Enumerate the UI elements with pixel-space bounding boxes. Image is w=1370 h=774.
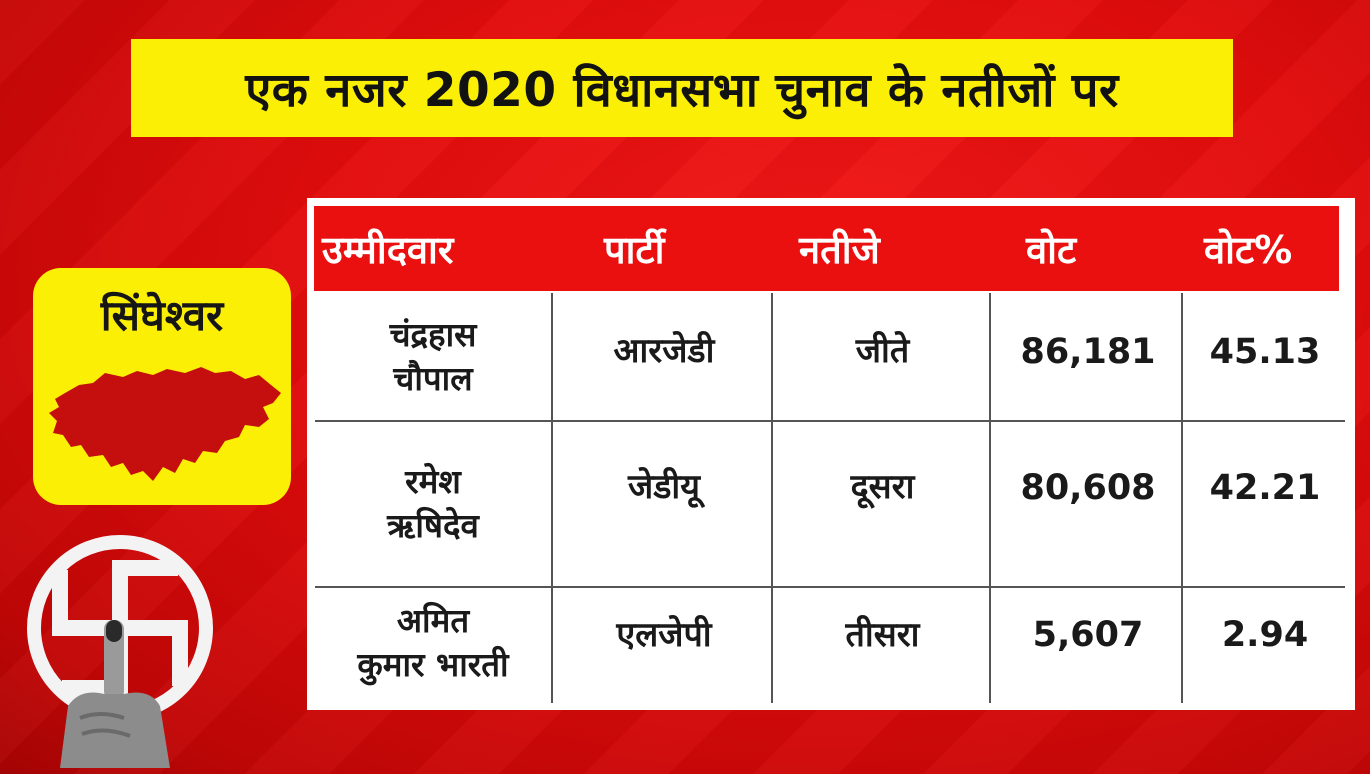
vote-percent: 45.13 <box>1209 332 1321 372</box>
column-divider <box>771 293 773 703</box>
party-name: एलजेपी <box>616 615 712 655</box>
candidate-name-line2: ऋषिदेव <box>387 506 479 545</box>
table-row: चंद्रहास चौपाल आरजेडी जीते 86,181 45.13 <box>307 294 1355 420</box>
vote-percent: 2.94 <box>1221 615 1309 655</box>
candidate-name-line2: कुमार भारती <box>357 645 509 684</box>
title-banner: एक नजर 2020 विधानसभा चुनाव के नतीजों पर <box>131 39 1233 137</box>
table-row: रमेश ऋषिदेव जेडीयू दूसरा 80,608 42.21 <box>307 422 1355 586</box>
candidate-name: रमेश ऋषिदेव <box>317 422 549 586</box>
row-divider <box>315 420 1345 422</box>
election-swastik-logo <box>27 535 213 768</box>
column-divider <box>551 293 553 703</box>
constituency-name: सिंघेश्वर <box>100 291 224 340</box>
vote-percent: 42.21 <box>1209 468 1321 508</box>
vote-count: 86,181 <box>1020 332 1156 372</box>
candidate-name-line1: चंद्रहास <box>389 315 477 354</box>
header-candidate: उम्मीदवार <box>322 227 454 272</box>
header-party: पार्टी <box>604 227 665 272</box>
inked-finger-icon <box>60 620 170 768</box>
table-row: अमित कुमार भारती एलजेपी तीसरा 5,607 2.94 <box>307 588 1355 708</box>
table-header: उम्मीदवार पार्टी नतीजे वोट वोट% <box>314 206 1339 291</box>
column-divider <box>989 293 991 703</box>
bihar-map-icon <box>49 367 281 481</box>
header-votes: वोट <box>1026 227 1077 272</box>
row-divider <box>315 586 1345 588</box>
candidate-name: अमित कुमार भारती <box>317 588 549 698</box>
results-table: उम्मीदवार पार्टी नतीजे वोट वोट% चंद्रहास… <box>307 198 1355 710</box>
constituency-card: सिंघेश्वर <box>33 268 291 505</box>
result-status: जीते <box>855 331 910 371</box>
vote-count: 80,608 <box>1020 468 1156 508</box>
party-name: जेडीयू <box>628 467 700 507</box>
column-divider <box>1181 293 1183 703</box>
candidate-name-line1: रमेश <box>405 462 461 501</box>
candidate-name-line2: चौपाल <box>393 359 473 398</box>
party-name: आरजेडी <box>613 331 715 371</box>
candidate-name: चंद्रहास चौपाल <box>317 294 549 420</box>
candidate-name-line1: अमित <box>396 601 470 640</box>
page-title: एक नजर 2020 विधानसभा चुनाव के नतीजों पर <box>245 63 1119 118</box>
result-status: दूसरा <box>850 467 915 507</box>
result-status: तीसरा <box>845 615 920 655</box>
header-result: नतीजे <box>799 227 880 272</box>
header-vote-percent: वोट% <box>1204 227 1293 272</box>
vote-count: 5,607 <box>1032 615 1144 655</box>
